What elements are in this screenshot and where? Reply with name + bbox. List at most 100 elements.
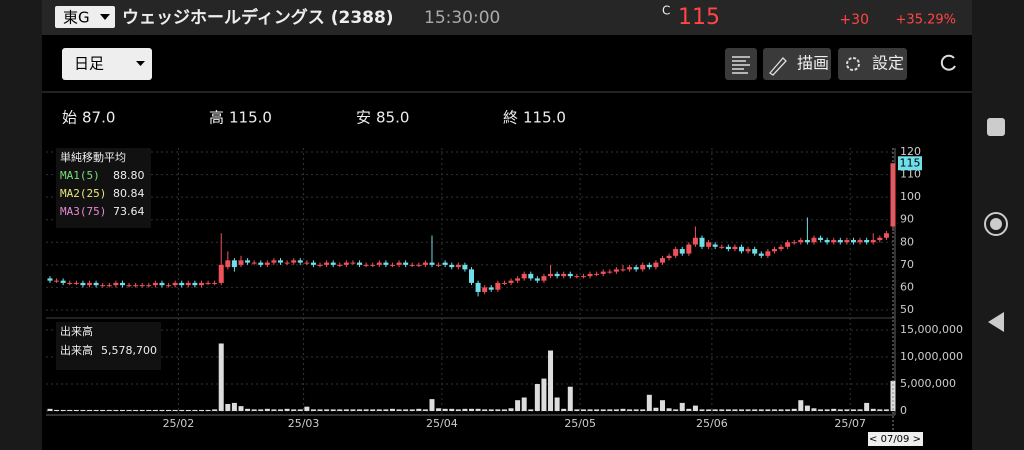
candle-body <box>133 285 139 287</box>
volume-bar <box>231 402 237 411</box>
candle-body <box>837 240 843 243</box>
candle-body <box>198 282 204 286</box>
volume-bar <box>607 409 613 411</box>
candle-body <box>159 282 165 286</box>
volume-bar <box>271 409 277 411</box>
candle-body <box>139 285 145 287</box>
volume-bar <box>363 409 369 411</box>
change: +30 <box>839 12 869 28</box>
candle-body <box>824 240 830 243</box>
draw-button[interactable] <box>763 48 831 80</box>
volume-legend-value: 5,578,700 <box>101 344 157 357</box>
candle-body <box>284 262 290 264</box>
volume-bar <box>376 409 382 411</box>
dropdown-icon <box>100 14 110 20</box>
volume-bar <box>706 409 712 411</box>
candle-body <box>337 264 343 266</box>
volume-bar <box>765 409 771 411</box>
nav-back[interactable] <box>988 312 1004 332</box>
candle-body <box>521 273 527 279</box>
app-area <box>42 0 972 450</box>
volume-bar <box>785 409 791 411</box>
volume-bar <box>278 409 284 411</box>
candle-body <box>47 278 53 281</box>
nav-recent[interactable] <box>987 118 1005 136</box>
y-tick-label: 70 <box>900 258 914 271</box>
volume-bar <box>864 402 870 411</box>
candle-body <box>93 282 99 286</box>
volume-bar <box>837 409 843 411</box>
volume-bar <box>495 409 501 411</box>
volume-bar <box>482 409 488 411</box>
volume-bar <box>284 408 290 411</box>
indicator-button[interactable] <box>725 48 757 80</box>
volume-bar <box>745 409 751 411</box>
volume-legend-title: 出来高 <box>60 324 93 338</box>
candle-body <box>357 262 363 265</box>
volume-bar <box>719 409 725 411</box>
volume-bar <box>574 409 580 411</box>
volume-bar <box>613 409 619 411</box>
candle-body <box>798 240 804 243</box>
market: 東G <box>63 9 90 27</box>
candle-body <box>179 282 185 286</box>
candle-body <box>818 237 824 241</box>
candle-body <box>436 264 442 266</box>
volume-bar <box>534 384 540 411</box>
candle-body <box>488 287 494 290</box>
nav-home-dot <box>990 218 1002 230</box>
volume-bar <box>330 409 336 411</box>
volume-bar <box>455 409 461 411</box>
y-tick-label: 50 <box>900 303 914 316</box>
pencil-icon <box>769 57 787 76</box>
market-button[interactable] <box>55 6 115 28</box>
volume-legend-name: 出来高 <box>60 343 93 357</box>
volume-bar <box>475 408 481 411</box>
candle-body <box>225 260 231 268</box>
candle-body <box>166 285 172 287</box>
volume-bar <box>541 378 547 411</box>
candle-body <box>429 262 435 265</box>
volume-bar <box>528 409 534 411</box>
volume-bar <box>310 409 316 411</box>
volume-bar <box>291 409 297 411</box>
nav-home[interactable] <box>984 212 1008 236</box>
candle-body <box>403 262 409 265</box>
last-price-badge <box>898 156 922 171</box>
volume-bar <box>508 408 514 411</box>
volume-bar <box>857 409 863 411</box>
volume-bar <box>725 409 731 411</box>
volume-bar <box>166 409 172 411</box>
volume-bar <box>620 408 626 411</box>
volume-bar <box>67 409 73 411</box>
ohlc-label: 始 <box>62 109 77 127</box>
volume-bar <box>712 409 718 411</box>
candle-body <box>449 264 455 268</box>
period-select[interactable] <box>62 48 152 80</box>
volume-bar <box>778 409 784 411</box>
ohlc-label: 終 <box>503 109 518 127</box>
ohlc-value: 115.0 <box>229 109 272 127</box>
volume-bar <box>225 403 231 411</box>
refresh-icon[interactable] <box>940 54 956 71</box>
volume-bar <box>337 409 343 411</box>
volume-bar <box>113 409 119 411</box>
candle-body <box>264 262 270 265</box>
candle-body <box>620 269 626 271</box>
cursor-badge <box>868 432 923 446</box>
x-tick-label: 25/03 <box>288 417 320 430</box>
ma-legend-value: 88.80 <box>113 169 145 182</box>
candle-body <box>745 249 751 252</box>
candle-body <box>561 273 567 277</box>
volume-bar <box>126 409 132 411</box>
candle-body <box>870 240 876 243</box>
candle-body <box>87 282 93 286</box>
volume-bar <box>699 409 705 411</box>
volume-bar <box>870 408 876 411</box>
settings-button[interactable] <box>838 48 907 80</box>
volume-bar <box>370 409 376 411</box>
candle-body <box>607 271 613 273</box>
volume-bar <box>350 409 356 411</box>
candle-body <box>712 244 718 247</box>
y-tick-label: 80 <box>900 235 914 248</box>
